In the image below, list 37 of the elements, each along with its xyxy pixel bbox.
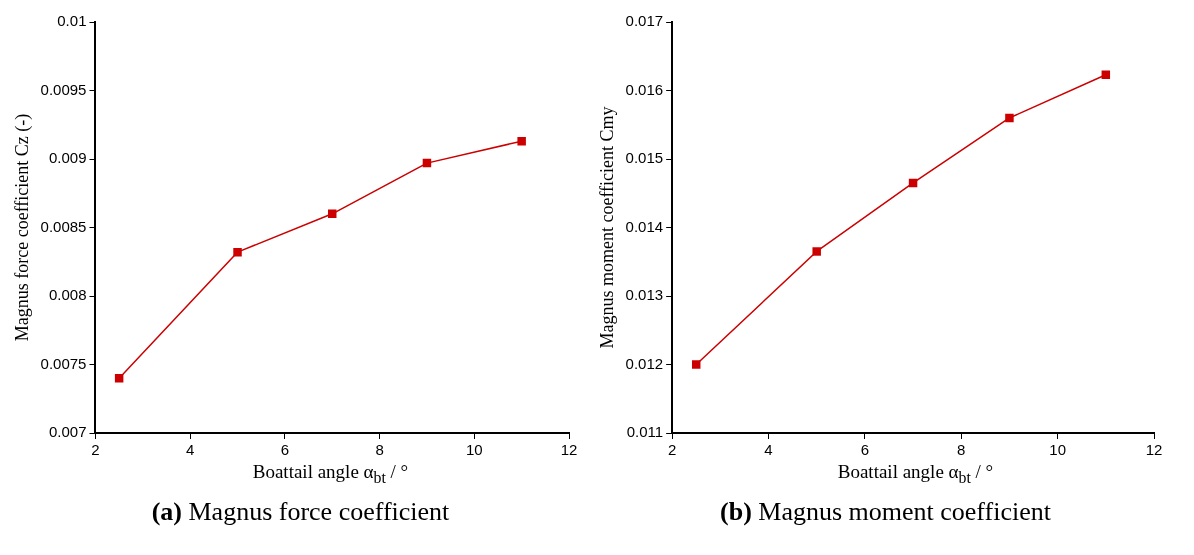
y-tick-label: 0.008 <box>48 286 87 304</box>
y-tick-label: 0.0095 <box>40 80 87 98</box>
x-tick-label: 2 <box>667 441 677 459</box>
text: (a) Magnus force coefficient <box>150 496 451 527</box>
y-tick-label: 0.011 <box>626 423 664 441</box>
x-tick-label: 2 <box>91 441 100 459</box>
y-tick-label: 0.0075 <box>40 354 87 372</box>
x-axis-title: Boattail angle α$_{bt}$ / ° <box>251 461 410 487</box>
point <box>691 360 701 369</box>
x-tick-label: 12 <box>560 441 578 459</box>
point <box>233 247 242 257</box>
y-tick-label: 0.016 <box>625 80 664 98</box>
y-tick-label: 0.017 <box>625 12 664 30</box>
x-tick-label: 8 <box>957 441 966 459</box>
y-tick-label: 0.014 <box>625 217 664 235</box>
x-tick-label: 12 <box>1145 441 1163 459</box>
y-tick-label: 0.009 <box>48 149 87 167</box>
y-tick-label: 0.015 <box>625 149 664 167</box>
x-tick-label: 4 <box>764 441 773 459</box>
x-tick-label: 6 <box>280 441 290 459</box>
x-tick-label: 10 <box>1049 441 1066 459</box>
x-tick-label: 8 <box>375 441 384 459</box>
y-tick-label: 0.0085 <box>40 217 87 235</box>
y-tick-label: 0.007 <box>48 423 87 441</box>
x-tick-label: 10 <box>465 441 483 459</box>
x-tick-label: 4 <box>186 441 195 459</box>
x-axis-title: Boattail angle α$_{bt}$ / ° <box>836 461 995 487</box>
y-axis-title: Magnus moment coefficient Cmy <box>596 106 617 349</box>
y-axis-title: Magnus force coefficient Cz (-) <box>11 113 33 342</box>
x-tick-label: 6 <box>860 441 870 459</box>
y-tick-label: 0.013 <box>625 286 664 304</box>
point <box>1005 113 1014 123</box>
point <box>812 247 821 256</box>
y-tick-label: 0.012 <box>625 354 664 372</box>
y-tick-label: 0.01 <box>57 12 87 30</box>
point <box>517 136 526 146</box>
text: (b) Magnus moment coefficient <box>719 496 1052 527</box>
